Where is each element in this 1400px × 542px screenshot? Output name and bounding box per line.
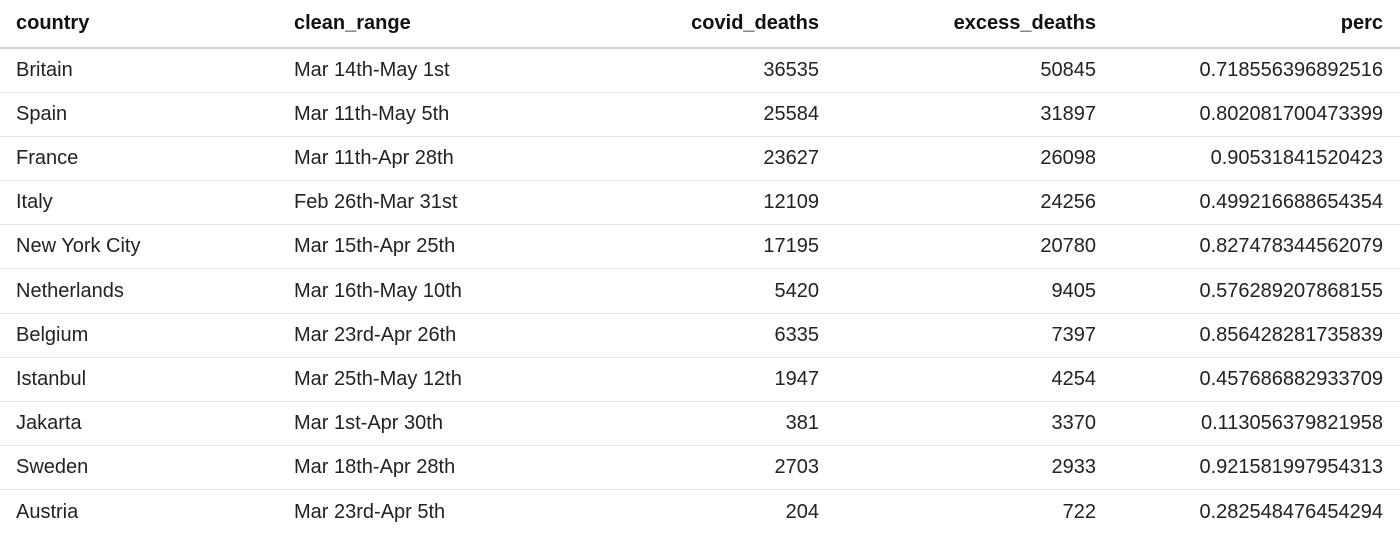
table-row: Istanbul Mar 25th-May 12th 1947 4254 0.45768… <box>0 357 1400 403</box>
header-country: country <box>0 0 278 49</box>
cell-clean-range: Mar 14th-May 1st <box>278 48 556 93</box>
cell-country: Jakarta <box>0 401 278 447</box>
cell-clean-range: Feb 26th-Mar 31st <box>278 180 556 226</box>
cell-covid-deaths: 36535 <box>556 48 835 93</box>
table-row: Jakarta Mar 1st-Apr 30th 381 3370 0.11305637… <box>0 401 1400 447</box>
cell-covid-deaths: 1947 <box>556 357 835 403</box>
cell-country: New York City <box>0 224 278 270</box>
cell-perc: 0.827478344562079 <box>1112 224 1400 270</box>
cell-excess-deaths: 24256 <box>835 180 1112 226</box>
cell-country: Netherlands <box>0 268 278 314</box>
cell-clean-range: Mar 18th-Apr 28th <box>278 445 556 491</box>
cell-clean-range: Mar 1st-Apr 30th <box>278 401 556 447</box>
cell-clean-range: Mar 23rd-Apr 5th <box>294 500 446 523</box>
table-row: France Mar 11th-Apr 28th 23627 26098 0.90531… <box>0 136 1400 182</box>
cell-clean-range: Mar 11th-Apr 28th <box>278 136 556 182</box>
cell-country: Austria <box>16 500 79 523</box>
cell-clean-range: Mar 11th-May 5th <box>278 92 556 137</box>
cell-excess-deaths: 4254 <box>835 357 1112 403</box>
header-perc: perc <box>1112 0 1400 49</box>
table-row: New York City Mar 15th-Apr 25th 17195 20780… <box>0 224 1400 270</box>
cell-perc: 0.921581997954313 <box>1112 445 1400 491</box>
table-row: Britain Mar 14th-May 1st 36535 50845 0.71855… <box>0 48 1400 93</box>
header-clean-range: clean_range <box>278 0 556 49</box>
table-row: Italy Feb 26th-Mar 31st 12109 24256 0.499216… <box>0 180 1400 226</box>
cell-perc: 0.282548476454294 <box>1199 500 1383 523</box>
cell-excess-deaths: 50845 <box>835 48 1112 93</box>
cell-covid-deaths: 204 <box>785 500 819 523</box>
cell-covid-deaths: 5420 <box>556 268 835 314</box>
cell-covid-deaths: 23627 <box>556 136 835 182</box>
cell-excess-deaths: 2933 <box>835 445 1112 491</box>
cell-covid-deaths: 12109 <box>556 180 835 226</box>
header-row: country clean_range covid_deaths excess_… <box>0 0 1400 49</box>
cell-excess-deaths: 3370 <box>835 401 1112 447</box>
header-covid-deaths: covid_deaths <box>556 0 835 49</box>
cell-perc: 0.718556396892516 <box>1112 48 1400 93</box>
cell-perc: 0.113056379821958 <box>1112 401 1400 447</box>
cell-clean-range: Mar 25th-May 12th <box>278 357 556 403</box>
cell-country: Britain <box>0 48 278 93</box>
cell-excess-deaths: 20780 <box>835 224 1112 270</box>
table-body: Britain Mar 14th-May 1st 36535 50845 0.71855… <box>0 48 1400 534</box>
cell-clean-range: Mar 23rd-Apr 26th <box>278 313 556 358</box>
cell-country: Sweden <box>0 445 278 491</box>
cell-country: Belgium <box>0 313 278 358</box>
cell-country: Istanbul <box>0 357 278 403</box>
cell-excess-deaths: 9405 <box>835 268 1112 314</box>
table-row: Austria Mar 23rd-Apr 5th 204 722 0.282548476… <box>0 490 1400 534</box>
cell-clean-range: Mar 15th-Apr 25th <box>278 224 556 270</box>
cell-covid-deaths: 25584 <box>556 92 835 137</box>
cell-covid-deaths: 381 <box>556 401 835 447</box>
cell-perc: 0.856428281735839 <box>1112 313 1400 358</box>
cell-excess-deaths: 31897 <box>835 92 1112 137</box>
cell-clean-range: Mar 16th-May 10th <box>278 268 556 314</box>
cell-country: France <box>0 136 278 182</box>
cell-excess-deaths: 7397 <box>835 313 1112 358</box>
cell-perc: 0.499216688654354 <box>1112 180 1400 226</box>
cell-country: Italy <box>0 180 278 226</box>
cell-country: Spain <box>0 92 278 137</box>
table-row: Netherlands Mar 16th-May 10th 5420 9405 0.57… <box>0 268 1400 314</box>
table-row: Sweden Mar 18th-Apr 28th 2703 2933 0.9215819… <box>0 445 1400 491</box>
cell-covid-deaths: 2703 <box>556 445 835 491</box>
cell-perc: 0.90531841520423 <box>1112 136 1400 182</box>
table-row: Belgium Mar 23rd-Apr 26th 6335 7397 0.856428… <box>0 313 1400 358</box>
cell-covid-deaths: 6335 <box>556 313 835 358</box>
cell-excess-deaths: 722 <box>1062 500 1096 523</box>
cell-covid-deaths: 17195 <box>556 224 835 270</box>
cell-perc: 0.576289207868155 <box>1112 268 1400 314</box>
table-row: Spain Mar 11th-May 5th 25584 31897 0.8020817… <box>0 92 1400 137</box>
cell-perc: 0.802081700473399 <box>1112 92 1400 137</box>
header-excess-deaths: excess_deaths <box>835 0 1112 49</box>
cell-excess-deaths: 26098 <box>835 136 1112 182</box>
cell-perc: 0.457686882933709 <box>1112 357 1400 403</box>
